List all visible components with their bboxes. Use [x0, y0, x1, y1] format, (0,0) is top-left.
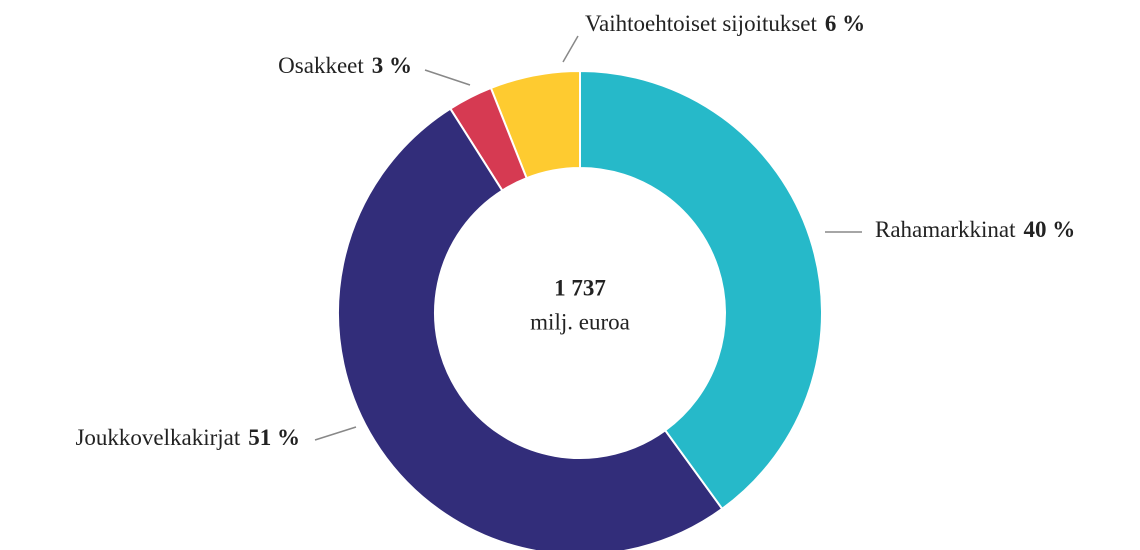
value-label: 51 %	[248, 425, 300, 450]
slice-label: Vaihtoehtoiset sijoitukset 6 %	[585, 11, 865, 36]
category-label: Rahamarkkinat	[875, 217, 1016, 242]
slice-label: Joukkovelkakirjat 51 %	[75, 425, 300, 450]
slice-label: Rahamarkkinat 40 %	[875, 217, 1075, 242]
category-label: Joukkovelkakirjat	[75, 425, 240, 450]
donut-segment	[579, 69, 823, 511]
category-label: Osakkeet	[278, 53, 364, 78]
value-label: 3 %	[372, 53, 412, 78]
leader-line	[562, 35, 579, 63]
value-label: 6 %	[825, 11, 865, 36]
leader-line	[314, 426, 357, 441]
leader-line	[424, 69, 471, 86]
category-label: Vaihtoehtoiset sijoitukset	[585, 11, 818, 36]
center-total: 1 737	[554, 275, 606, 300]
center-unit: milj. euroa	[530, 309, 630, 334]
slice-label: Osakkeet 3 %	[278, 53, 412, 78]
value-label: 40 %	[1024, 217, 1076, 242]
donut-segment	[448, 86, 528, 192]
donut-segment	[337, 107, 724, 550]
